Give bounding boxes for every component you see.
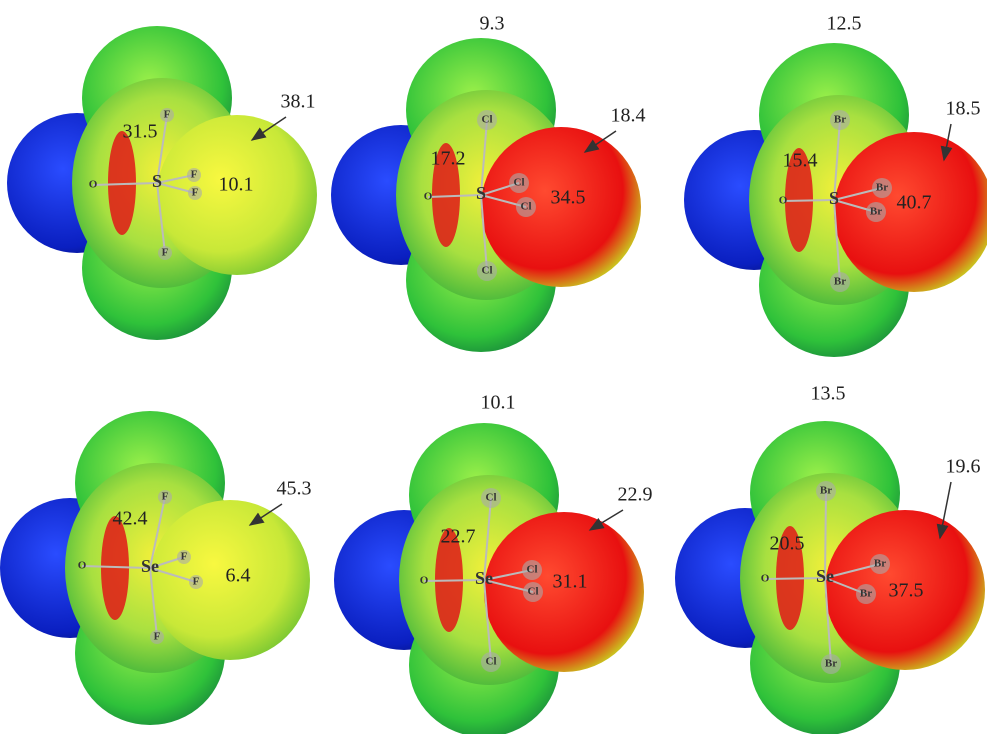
esp-panel: S O Cl Cl Cl Cl 9.3 17.2 34.5 18.4 [331, 13, 646, 352]
atom-label: O [78, 560, 87, 572]
atom-label: F [191, 169, 198, 181]
atom-label: Br [825, 658, 837, 670]
atom-label: F [164, 109, 171, 121]
bond [825, 491, 826, 578]
potential-value: 12.5 [827, 13, 862, 35]
atom-label: Br [834, 276, 846, 288]
atom-label: O [89, 179, 98, 191]
potential-value: 38.1 [281, 91, 316, 113]
atom-label: Br [876, 182, 888, 194]
atom-label: S [152, 171, 162, 191]
potential-value: 37.5 [889, 580, 924, 602]
potential-value: 18.4 [611, 105, 646, 127]
atom-label: Cl [486, 492, 497, 504]
potential-value: 20.5 [770, 533, 805, 555]
atom-label: F [162, 491, 169, 503]
potential-value: 42.4 [113, 508, 148, 530]
panels: SOFFFF31.510.138.1SOClClClCl9.317.234.51… [0, 13, 987, 734]
potential-value: 31.5 [123, 121, 158, 143]
potential-value: 19.6 [946, 456, 981, 478]
atom-label: S [829, 188, 839, 208]
atom-label: Cl [514, 177, 525, 189]
atom-label: Br [870, 206, 882, 218]
potential-value: 13.5 [811, 383, 846, 405]
esp-panel: S O Br Br Br Br 12.5 15.4 40.7 18.5 [684, 13, 987, 357]
atom-label: F [193, 576, 200, 588]
potential-value: 17.2 [431, 148, 466, 170]
esp-panel: Se O Br Br Br Br 13.5 20.5 37.5 19.6 [675, 383, 985, 734]
atom-label: Cl [527, 564, 538, 576]
potential-value: 18.5 [946, 98, 981, 120]
atom-label: Br [820, 485, 832, 497]
atom-label: O [761, 573, 770, 585]
atom-label: O [424, 191, 433, 203]
potential-value: 22.9 [618, 484, 653, 506]
atom-label: Cl [482, 114, 493, 126]
esp-panel: Se O Cl Cl Cl Cl 10.1 22.7 31.1 22.9 [334, 392, 653, 734]
potential-value: 31.1 [553, 571, 588, 593]
atom-label: Se [475, 568, 493, 588]
figure: SOFFFF31.510.138.1SOClClClCl9.317.234.51… [0, 0, 987, 734]
potential-value: 34.5 [551, 187, 586, 209]
atom-label: Cl [521, 201, 532, 213]
atom-label: F [192, 187, 199, 199]
potential-value: 45.3 [277, 478, 312, 500]
atom-label: F [154, 631, 161, 643]
atom-label: Cl [486, 656, 497, 668]
atom-label: F [162, 247, 169, 259]
bond [783, 200, 834, 201]
atom-label: Br [860, 588, 872, 600]
potential-value: 15.4 [783, 150, 818, 172]
potential-value: 6.4 [226, 565, 251, 587]
esp-panel: Se O F F F F 42.4 6.4 45.3 [0, 411, 312, 725]
atom-label: F [181, 551, 188, 563]
potential-value: 40.7 [897, 192, 932, 214]
potential-value: 9.3 [480, 13, 505, 35]
atom-label: Br [874, 558, 886, 570]
atom-label: O [420, 575, 429, 587]
atom-label: Se [141, 556, 159, 576]
potential-value: 10.1 [481, 392, 516, 414]
potential-value: 22.7 [441, 526, 476, 548]
atom-label: Cl [528, 586, 539, 598]
potential-value: 10.1 [219, 174, 254, 196]
atom-label: Br [834, 114, 846, 126]
atom-label: Cl [482, 265, 493, 277]
atom-label: S [476, 183, 486, 203]
atom-label: Se [816, 566, 834, 586]
atom-label: O [779, 195, 788, 207]
